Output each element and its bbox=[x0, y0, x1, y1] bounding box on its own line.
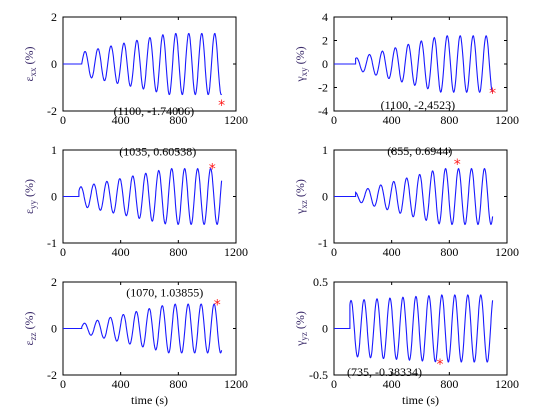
x-tick-label: 0 bbox=[331, 377, 337, 391]
y-tick-label: 2 bbox=[51, 10, 57, 24]
x-tick-label: 1200 bbox=[495, 113, 519, 127]
plot-frame bbox=[62, 16, 237, 112]
y-axis-label: εxx(%) bbox=[22, 46, 38, 81]
y-tick-label: -2 bbox=[47, 368, 57, 382]
x-tick-label: 800 bbox=[440, 245, 458, 259]
x-tick-label: 400 bbox=[383, 245, 401, 259]
annotation-label: (1070, 1.03855) bbox=[126, 285, 203, 299]
annotation-label: (1035, 0.60538) bbox=[119, 144, 196, 158]
y-axis-label: εzz(%) bbox=[22, 311, 38, 345]
y-tick-label: 0 bbox=[51, 190, 57, 204]
strain-series-line bbox=[63, 167, 223, 225]
annotation-marker: * bbox=[209, 161, 216, 177]
y-tick-label: 0 bbox=[322, 57, 328, 71]
strain-series-line bbox=[63, 303, 223, 354]
strain-series-line bbox=[334, 35, 494, 94]
y-axis-label: εyy(%) bbox=[22, 179, 38, 214]
x-axis-label: time (s) bbox=[131, 393, 168, 407]
y-tick-label: 0 bbox=[51, 322, 57, 336]
y-axis-label: γyz(%) bbox=[293, 311, 309, 347]
x-tick-label: 400 bbox=[112, 245, 130, 259]
annotation-marker: * bbox=[218, 98, 225, 114]
y-tick-label: -1 bbox=[47, 236, 57, 250]
strain-series-line bbox=[63, 32, 223, 96]
y-tick-label: -4 bbox=[318, 104, 328, 118]
annotation-marker: * bbox=[436, 357, 443, 373]
y-tick-label: 2 bbox=[51, 275, 57, 289]
y-tick-label: 0 bbox=[51, 57, 57, 71]
x-tick-label: 400 bbox=[383, 377, 401, 391]
x-tick-label: 800 bbox=[169, 245, 187, 259]
x-tick-label: 1200 bbox=[224, 113, 248, 127]
y-tick-label: -2 bbox=[47, 104, 57, 118]
x-tick-label: 1200 bbox=[224, 245, 248, 259]
y-tick-label: 0 bbox=[322, 322, 328, 336]
y-tick-label: 0.5 bbox=[313, 275, 328, 289]
annotation-marker: * bbox=[454, 157, 461, 173]
annotation-label: (1100, -1.74006) bbox=[114, 104, 195, 118]
x-tick-label: 400 bbox=[383, 113, 401, 127]
subplot-1: 0 400 800 1200 -4 -2 0 2 4 γxy(%) * (1100, -2,4523) bbox=[293, 10, 519, 127]
x-axis-label: time (s) bbox=[402, 393, 439, 407]
y-tick-label: 1 bbox=[51, 143, 57, 157]
y-tick-label: -0.5 bbox=[309, 368, 328, 382]
x-tick-label: 800 bbox=[440, 377, 458, 391]
annotation-label: (855, 0.6944) bbox=[387, 144, 452, 158]
x-tick-label: 0 bbox=[60, 245, 66, 259]
x-tick-label: 800 bbox=[169, 113, 187, 127]
x-tick-label: 800 bbox=[440, 113, 458, 127]
x-tick-label: 1200 bbox=[495, 245, 519, 259]
annotation-label: (735, -0.38334) bbox=[347, 365, 422, 379]
annotation-marker: * bbox=[489, 86, 496, 102]
y-axis-label: γxz(%) bbox=[293, 179, 309, 215]
x-tick-label: 0 bbox=[331, 245, 337, 259]
x-tick-label: 0 bbox=[60, 113, 66, 127]
x-tick-label: 400 bbox=[112, 377, 130, 391]
y-tick-label: 0 bbox=[322, 190, 328, 204]
y-axis-label: γxy(%) bbox=[293, 46, 309, 82]
y-tick-label: -1 bbox=[318, 236, 328, 250]
x-tick-label: 0 bbox=[60, 377, 66, 391]
strain-series-line bbox=[334, 167, 494, 226]
y-tick-label: 4 bbox=[322, 10, 328, 24]
y-tick-label: 2 bbox=[322, 34, 328, 48]
y-tick-label: -2 bbox=[318, 81, 328, 95]
x-tick-label: 0 bbox=[331, 113, 337, 127]
strain-series-line bbox=[334, 294, 494, 363]
x-tick-label: 800 bbox=[169, 377, 187, 391]
y-tick-label: 1 bbox=[322, 143, 328, 157]
annotation-marker: * bbox=[214, 297, 221, 313]
x-tick-label: 1200 bbox=[224, 377, 248, 391]
x-tick-label: 400 bbox=[112, 113, 130, 127]
annotation-label: (1100, -2,4523) bbox=[381, 98, 456, 112]
x-tick-label: 1200 bbox=[495, 377, 519, 391]
